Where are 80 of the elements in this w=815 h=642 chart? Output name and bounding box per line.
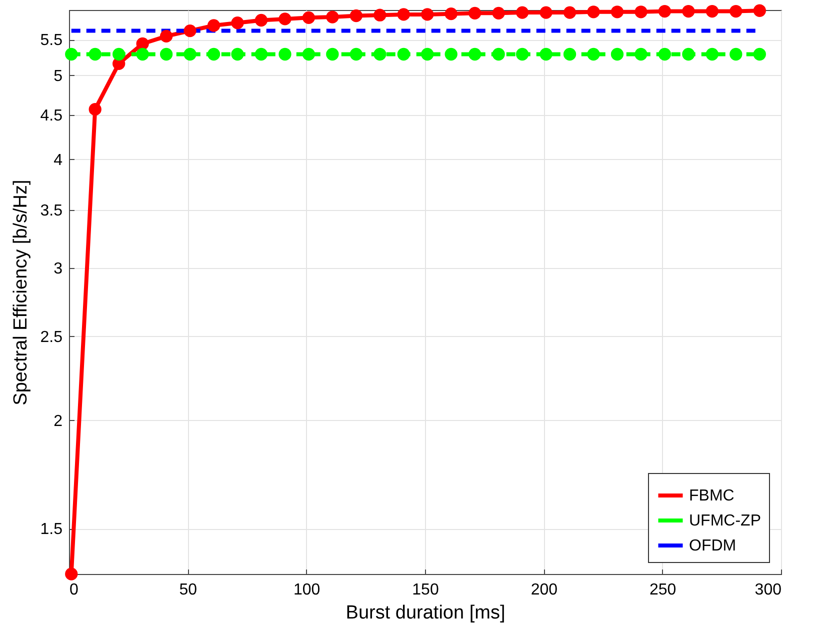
point: [706, 48, 718, 61]
point: [468, 6, 482, 20]
point: [207, 19, 220, 32]
legend-label: OFDM: [689, 538, 736, 554]
y-axis-title: Spectral Efficiency [b/s/Hz]: [10, 180, 32, 406]
x-tick-label: 300: [754, 582, 782, 598]
legend-label: UFMC-ZP: [689, 512, 761, 530]
point: [184, 48, 196, 61]
x-tick-label: 50: [179, 582, 198, 598]
point: [587, 48, 600, 61]
point: [682, 48, 695, 61]
point: [136, 48, 149, 61]
point: [563, 6, 576, 19]
point: [88, 48, 102, 61]
y-tick-label: 4: [54, 152, 63, 169]
point: [634, 6, 648, 18]
point: [658, 4, 672, 18]
point: [540, 6, 552, 19]
point: [207, 48, 220, 61]
point: [682, 4, 695, 18]
point: [730, 4, 742, 18]
point: [397, 8, 410, 21]
point: [730, 48, 742, 61]
point: [302, 48, 316, 61]
point: [350, 9, 362, 22]
x-tick-label: 0: [70, 582, 78, 598]
y-tick-label: 2.5: [40, 328, 63, 346]
point: [160, 48, 173, 61]
point: [278, 12, 292, 26]
point: [444, 8, 458, 20]
point: [302, 11, 316, 24]
point: [184, 24, 196, 38]
point: [516, 6, 529, 19]
point: [540, 48, 552, 61]
point: [350, 48, 362, 61]
y-tick-label: 1.5: [40, 521, 63, 538]
y-tick-label: 3: [54, 260, 63, 278]
y-tick-label: 5.5: [40, 32, 63, 50]
point: [587, 6, 600, 18]
point: [516, 48, 529, 61]
point: [658, 48, 672, 61]
point: [374, 8, 386, 22]
point: [326, 48, 339, 61]
x-tick-label: 150: [412, 582, 439, 598]
point: [468, 48, 482, 61]
point: [421, 48, 434, 61]
point: [610, 6, 624, 18]
legend-label: FBMC: [689, 488, 734, 504]
point: [160, 30, 173, 43]
point: [136, 37, 149, 50]
point: [88, 103, 102, 116]
x-tick-label: 250: [649, 582, 676, 598]
point: [65, 568, 78, 580]
point: [563, 48, 576, 61]
point: [65, 48, 78, 61]
x-tick-label: 200: [530, 582, 558, 598]
point: [753, 48, 766, 61]
point: [254, 48, 268, 61]
point: [374, 48, 386, 61]
point: [254, 14, 268, 27]
point: [231, 48, 244, 61]
point: [492, 48, 505, 61]
point: [492, 6, 505, 20]
y-tick-label: 2: [54, 412, 63, 430]
point: [753, 4, 766, 17]
point: [706, 4, 718, 18]
point: [278, 48, 292, 61]
point: [112, 48, 126, 61]
y-tick-label: 5: [54, 68, 63, 85]
point: [326, 10, 339, 24]
point: [610, 48, 624, 61]
point: [231, 16, 244, 30]
x-tick-label: 100: [293, 582, 320, 598]
point: [397, 48, 410, 61]
y-tick-label: 4.5: [40, 108, 63, 125]
point: [444, 48, 458, 61]
point: [421, 8, 434, 21]
point: [634, 48, 648, 61]
x-axis-title: Burst duration [ms]: [346, 602, 506, 624]
y-tick-label: 3.5: [40, 202, 63, 220]
